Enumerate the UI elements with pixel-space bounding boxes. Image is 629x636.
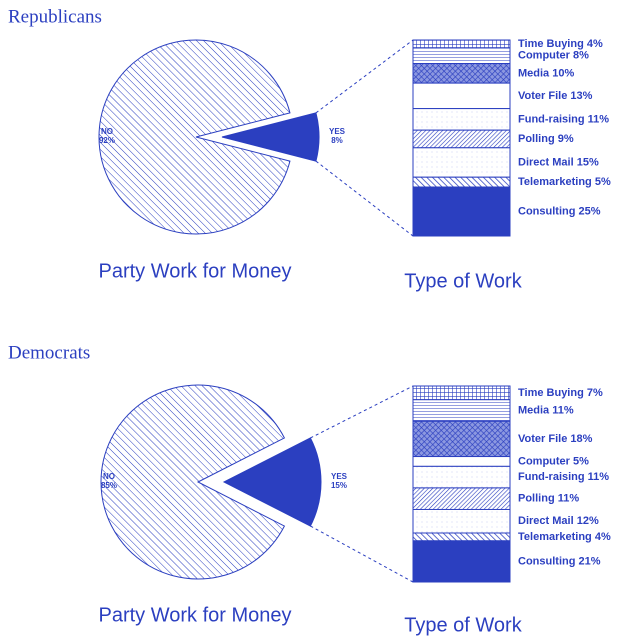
segment-category: Time Buying <box>518 387 584 399</box>
pie-value-label: 15% <box>331 481 347 490</box>
pie-label: YES 15% <box>331 472 348 490</box>
segment-value-label: 11% <box>588 113 610 125</box>
bar-title: Type of Work <box>404 270 522 292</box>
segment-category: Consulting <box>518 555 575 567</box>
pie-category: YES <box>331 472 348 481</box>
segment-value-label: 9% <box>558 133 574 145</box>
group-title: Republicans <box>8 6 102 27</box>
segment-category: Fund-raising <box>518 471 585 483</box>
bar-segment <box>412 399 511 422</box>
segment-category: Computer <box>518 455 571 467</box>
bar-segment <box>412 47 511 65</box>
bar-segment <box>412 186 511 237</box>
segment-category: Media <box>518 67 550 79</box>
segment-category: Direct Mail <box>518 156 574 168</box>
segment-label: Fund-raising 11% <box>518 113 609 125</box>
segment-category: Direct Mail <box>518 515 574 527</box>
pie-category: YES <box>329 127 346 136</box>
segment-category: Polling <box>518 493 555 505</box>
bar-segment <box>412 420 511 458</box>
pie-title: Party Work for Money <box>98 260 291 282</box>
segment-value-label: 25% <box>579 205 601 217</box>
segment-label: Direct Mail 12% <box>518 515 599 527</box>
bar-segment <box>412 487 511 510</box>
segment-value-label: 5% <box>595 176 611 188</box>
segment-value-label: 11% <box>588 471 610 483</box>
segment-label: Fund-raising 11% <box>518 471 609 483</box>
segment-label: Time Buying 4% <box>518 38 603 50</box>
pie-slice <box>222 437 322 527</box>
segment-label: Voter File 13% <box>518 90 593 102</box>
segment-value-label: 4% <box>587 38 603 50</box>
bar-segment <box>412 63 511 84</box>
segment-category: Polling <box>518 133 555 145</box>
segment-value-label: 15% <box>577 156 599 168</box>
segment-label: Telemarketing 4% <box>518 531 611 543</box>
segment-value-label: 21% <box>579 555 601 567</box>
segment-value-label: 12% <box>577 515 599 527</box>
bar-segment <box>412 456 511 467</box>
segment-label: Computer 5% <box>518 455 589 467</box>
bar-segment <box>412 465 511 489</box>
bar-segment <box>412 108 511 131</box>
pie-label: NO 85% <box>101 472 117 490</box>
segment-category: Time Buying <box>518 38 584 50</box>
pie-title: Party Work for Money <box>98 604 291 626</box>
segment-label: Polling 11% <box>518 493 579 505</box>
segment-label: Consulting 21% <box>518 555 601 567</box>
segment-label: Time Buying 7% <box>518 387 603 399</box>
bar-segment <box>412 129 511 149</box>
segment-label: Direct Mail 15% <box>518 156 599 168</box>
segment-value-label: 8% <box>573 50 589 62</box>
group-title: Democrats <box>8 342 90 363</box>
connector <box>310 525 414 583</box>
pie-label: YES 8% <box>329 127 346 145</box>
segment-value-label: 7% <box>587 387 603 399</box>
segment-value-label: 11% <box>552 404 574 416</box>
segment-label: Voter File 18% <box>518 433 593 445</box>
bar-segment <box>412 82 511 110</box>
bar-segment <box>412 147 511 178</box>
segment-value-label: 10% <box>552 67 574 79</box>
pie-value-label: 85% <box>101 481 117 490</box>
segment-category: Consulting <box>518 205 575 217</box>
pie-slice <box>100 384 286 580</box>
pie-category: NO <box>101 127 113 136</box>
segment-value-label: 11% <box>558 493 580 505</box>
connector <box>310 385 414 439</box>
segment-category: Fund-raising <box>518 113 585 125</box>
segment-category: Computer <box>518 50 571 62</box>
segment-value-label: 18% <box>570 433 592 445</box>
connector <box>315 160 414 237</box>
pie-value-label: 92% <box>99 136 115 145</box>
segment-label: Consulting 25% <box>518 205 601 217</box>
segment-value-label: 4% <box>595 531 611 543</box>
pie-category: NO <box>103 472 115 481</box>
pie-slice <box>221 112 320 162</box>
segment-value-label: 5% <box>573 455 589 467</box>
segment-category: Telemarketing <box>518 176 592 188</box>
segment-label: Media 11% <box>518 404 574 416</box>
bar-segment <box>412 508 511 534</box>
segment-category: Voter File <box>518 90 567 102</box>
segment-label: Telemarketing 5% <box>518 176 611 188</box>
segment-category: Telemarketing <box>518 531 592 543</box>
bar-segment <box>412 176 511 188</box>
segment-category: Voter File <box>518 433 567 445</box>
bar-segment <box>412 385 511 401</box>
segment-label: Polling 9% <box>518 133 574 145</box>
bar-title: Type of Work <box>404 614 522 636</box>
pie-value-label: 8% <box>331 136 343 145</box>
bar-segment <box>412 39 511 49</box>
segment-category: Media <box>518 404 550 416</box>
bar-segment <box>412 532 511 542</box>
pie-label: NO 92% <box>99 127 115 145</box>
segment-label: Media 10% <box>518 67 574 79</box>
segment-value-label: 13% <box>570 90 592 102</box>
bar-segment <box>412 540 511 583</box>
pie-slice <box>98 39 291 235</box>
segment-label: Computer 8% <box>518 50 589 62</box>
connector <box>315 39 414 114</box>
